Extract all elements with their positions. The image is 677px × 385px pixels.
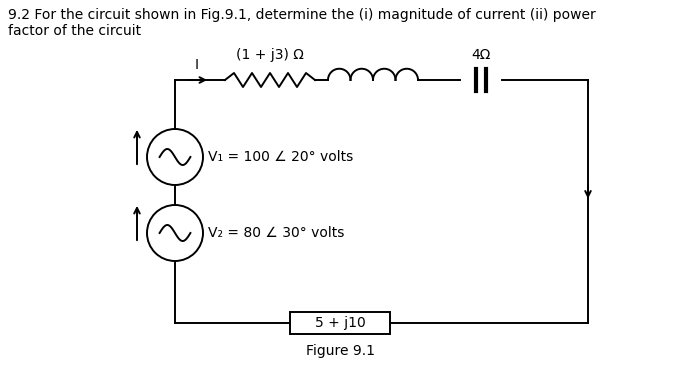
Text: 9.2 For the circuit shown in Fig.9.1, determine the (i) magnitude of current (ii: 9.2 For the circuit shown in Fig.9.1, de… bbox=[8, 8, 596, 38]
Text: V₂ = 80 ∠ 30° volts: V₂ = 80 ∠ 30° volts bbox=[208, 226, 345, 240]
Text: 5 + j10: 5 + j10 bbox=[315, 316, 366, 330]
Text: I: I bbox=[195, 58, 199, 72]
Text: (1 + j3) Ω: (1 + j3) Ω bbox=[236, 48, 304, 62]
Text: Figure 9.1: Figure 9.1 bbox=[305, 344, 374, 358]
Text: 4Ω: 4Ω bbox=[471, 48, 491, 62]
FancyBboxPatch shape bbox=[290, 312, 390, 334]
Text: V₁ = 100 ∠ 20° volts: V₁ = 100 ∠ 20° volts bbox=[208, 150, 353, 164]
